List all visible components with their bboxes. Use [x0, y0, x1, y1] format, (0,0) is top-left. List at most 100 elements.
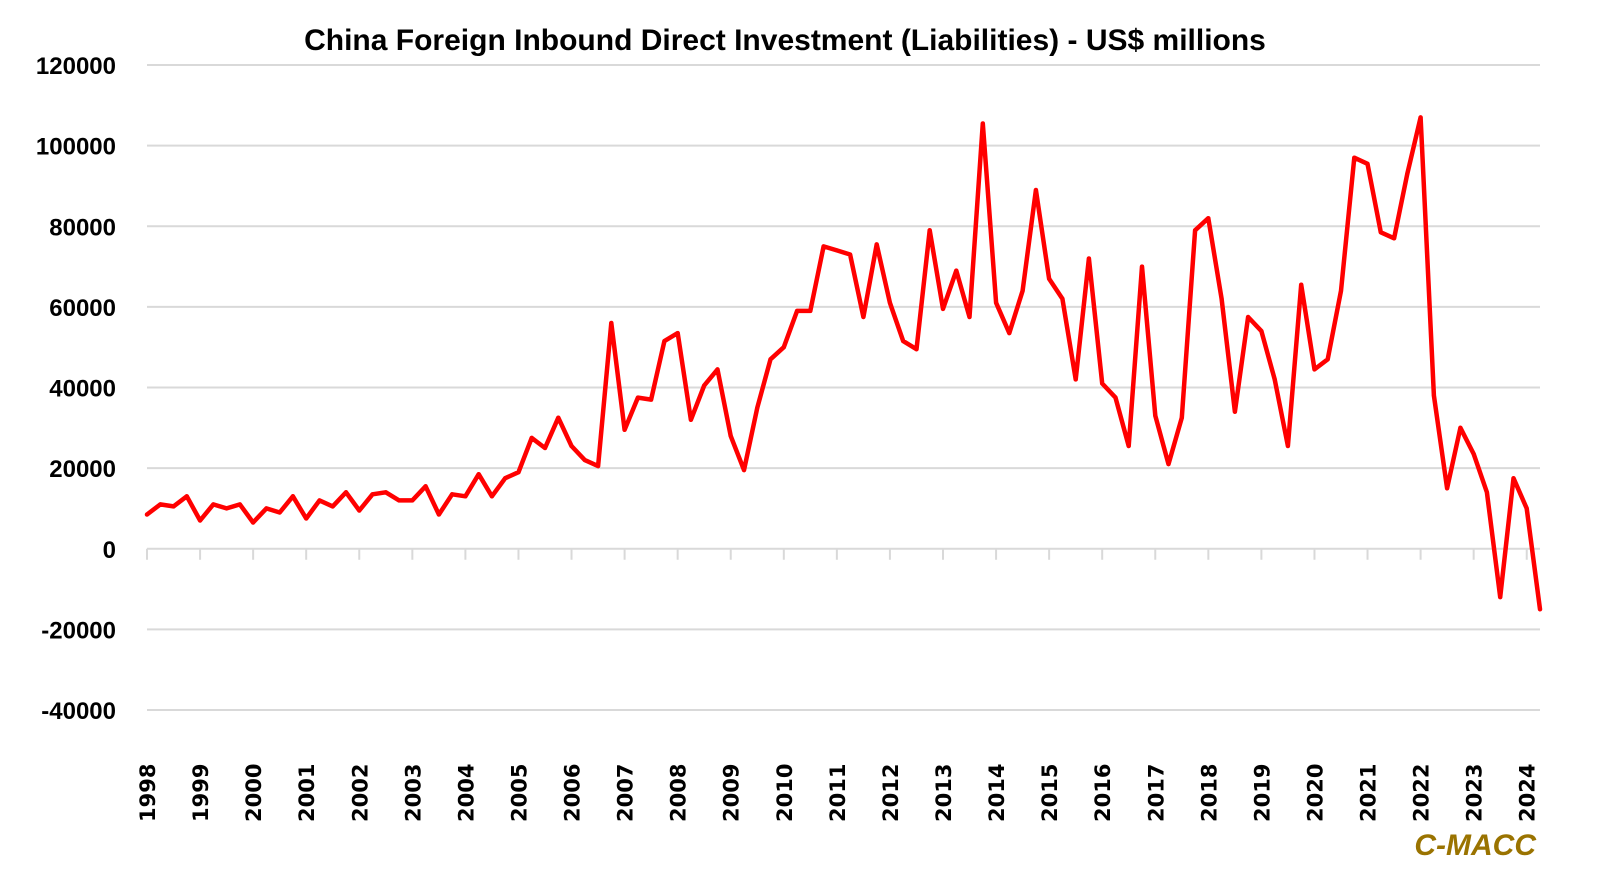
data-point [211, 502, 216, 507]
y-tick-label: -20000 [41, 617, 116, 644]
data-point [1140, 264, 1144, 269]
data-point [1418, 115, 1423, 120]
y-tick-label: -40000 [41, 698, 116, 725]
data-point [635, 395, 640, 400]
data-point [1166, 462, 1171, 467]
data-point [198, 518, 203, 523]
x-tick-label: 2023 [1463, 764, 1487, 822]
data-point [1299, 282, 1304, 287]
data-point [994, 300, 999, 305]
data-point [848, 252, 853, 257]
data-point [781, 345, 786, 350]
data-point [556, 415, 561, 420]
data-point [436, 512, 441, 517]
x-tick-label: 2009 [720, 764, 744, 822]
data-point [728, 433, 733, 438]
data-point [1193, 228, 1198, 233]
x-tick-label: 2007 [614, 764, 638, 822]
data-point [1259, 329, 1264, 334]
data-point [702, 383, 707, 388]
x-tick-label: 2020 [1303, 764, 1327, 822]
y-axis-ticks: 120000 100000 80000 60000 40000 20000 0 -20000 -… [36, 53, 116, 725]
data-point [821, 244, 826, 249]
x-tick-label: 2012 [879, 764, 903, 822]
data-point [834, 248, 839, 253]
y-tick-label: 120000 [36, 53, 116, 80]
x-tick-label: 2008 [667, 764, 691, 822]
x-tick-label: 2022 [1410, 764, 1434, 822]
data-point [609, 321, 614, 325]
data-point [224, 506, 229, 511]
data-point [476, 472, 481, 477]
gridlines [147, 64, 1540, 711]
data-point [941, 306, 945, 311]
data-point [861, 315, 866, 319]
series [144, 115, 1543, 612]
data-point [529, 435, 534, 440]
data-point [675, 331, 680, 336]
data-point [1378, 230, 1383, 235]
data-point [927, 228, 932, 233]
data-point [808, 308, 813, 313]
data-point [1073, 377, 1078, 382]
data-point [290, 494, 295, 499]
chart-title: China Foreign Inbound Direct Investment … [304, 24, 1266, 57]
x-tick-label: 2003 [401, 764, 425, 822]
data-point [1285, 444, 1290, 448]
data-point [184, 494, 189, 499]
data-point [1246, 315, 1251, 319]
series-line [144, 115, 1543, 612]
data-point [1524, 506, 1529, 511]
data-point [1219, 296, 1224, 301]
data-point [516, 470, 521, 475]
x-tick-label: 2011 [826, 764, 850, 822]
x-tick-label: 2004 [454, 764, 478, 822]
x-tick-label: 2015 [1038, 764, 1062, 822]
data-point [1458, 425, 1463, 430]
x-tick-label: 2013 [932, 764, 956, 822]
data-point [277, 510, 282, 515]
x-axis [146, 547, 1540, 560]
data-point [795, 308, 800, 313]
data-point [317, 498, 322, 503]
data-point [423, 484, 428, 489]
data-point [582, 458, 587, 463]
x-tick-label: 2010 [773, 764, 797, 822]
data-point [397, 498, 402, 503]
x-tick-label: 2024 [1516, 764, 1540, 822]
data-point [1392, 236, 1397, 241]
y-tick-label: 60000 [49, 295, 116, 322]
data-point [901, 339, 906, 344]
data-point [357, 508, 362, 513]
x-tick-label: 2021 [1357, 764, 1381, 822]
data-point [1445, 486, 1450, 491]
data-point [874, 242, 879, 247]
data-point [1126, 444, 1131, 448]
x-tick-label: 2002 [348, 764, 372, 822]
x-tick-label: 2017 [1144, 764, 1168, 822]
data-point [1511, 476, 1516, 481]
data-point [370, 492, 375, 497]
x-tick-label: 2000 [242, 764, 266, 822]
data-point [463, 494, 468, 499]
data-point [662, 339, 667, 344]
data-point [1232, 409, 1237, 414]
y-tick-label: 40000 [49, 376, 116, 403]
data-point [344, 490, 348, 495]
x-tick-label: 2006 [561, 764, 585, 822]
data-point [304, 516, 309, 521]
y-tick-label: 80000 [49, 214, 116, 241]
data-point [543, 446, 547, 450]
data-point [596, 464, 601, 469]
data-point [1153, 413, 1158, 418]
data-point [887, 300, 892, 305]
data-point [1020, 288, 1025, 293]
data-point [980, 121, 985, 126]
data-point [967, 315, 972, 319]
data-point [954, 268, 959, 273]
x-tick-label: 1998 [136, 764, 160, 822]
data-point [1365, 161, 1370, 166]
data-point [688, 417, 693, 422]
data-point [264, 506, 269, 511]
